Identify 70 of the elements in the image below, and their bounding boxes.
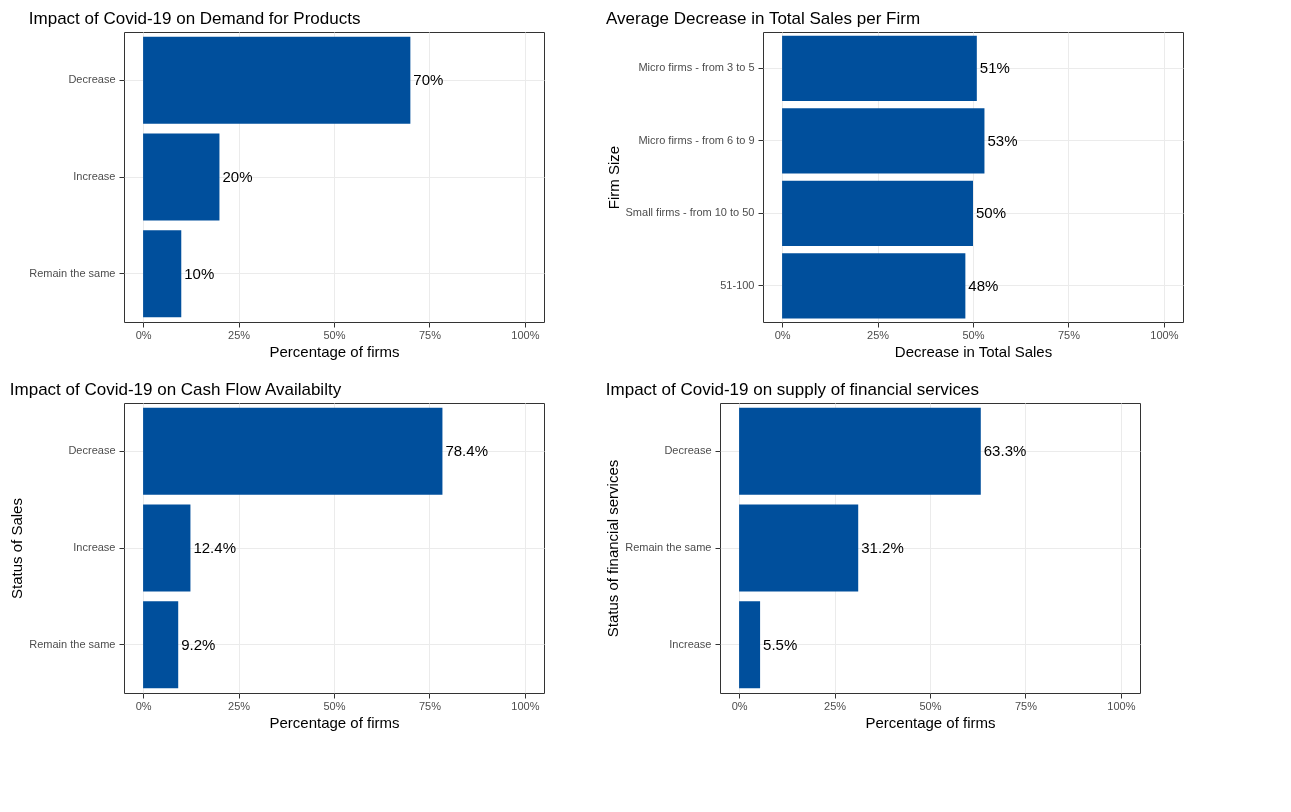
bar bbox=[782, 35, 977, 101]
y-tick-label: Small firms - from 10 to 50 bbox=[625, 206, 755, 219]
x-tick-label: 100% bbox=[511, 699, 540, 712]
bar bbox=[739, 601, 761, 689]
x-tick-label: 75% bbox=[1014, 699, 1038, 712]
data-label: 50% bbox=[976, 204, 1007, 222]
y-tick-label: Decrease bbox=[68, 444, 116, 457]
bar bbox=[739, 407, 981, 495]
x-tick-label: 25% bbox=[824, 699, 847, 712]
x-axis-title: Decrease in Total Sales bbox=[894, 342, 1053, 360]
bar bbox=[143, 133, 220, 221]
x-tick-label: 25% bbox=[228, 699, 251, 712]
x-tick-label: 50% bbox=[919, 699, 942, 712]
x-tick-label: 75% bbox=[418, 328, 442, 341]
data-label: 31.2% bbox=[861, 539, 904, 556]
y-tick-label: Decrease bbox=[664, 444, 712, 457]
y-tick-label: Increase bbox=[73, 541, 116, 553]
x-axis-title: Percentage of firms bbox=[865, 713, 996, 731]
y-axis-title: Status of Sales bbox=[8, 498, 26, 599]
bar bbox=[143, 36, 411, 124]
chart-title: Impact of Covid-19 on Demand for Products bbox=[28, 9, 361, 28]
y-tick-label: Remain the same bbox=[29, 637, 116, 650]
y-tick-label: Decrease bbox=[68, 73, 116, 86]
bar bbox=[782, 108, 985, 174]
data-label: 5.5% bbox=[763, 635, 798, 653]
x-tick-label: 25% bbox=[228, 328, 251, 341]
x-tick-label: 100% bbox=[511, 328, 540, 341]
bar bbox=[782, 180, 973, 246]
y-tick-label: Increase bbox=[73, 170, 116, 182]
x-tick-label: 100% bbox=[1107, 699, 1136, 712]
x-tick-label: 75% bbox=[1057, 328, 1081, 341]
data-label: 10% bbox=[184, 264, 215, 282]
bar bbox=[143, 230, 182, 318]
x-tick-label: 75% bbox=[418, 699, 442, 712]
data-label: 20% bbox=[222, 168, 253, 185]
bar bbox=[782, 253, 966, 319]
data-label: 53% bbox=[987, 131, 1018, 149]
y-tick-label: Remain the same bbox=[625, 541, 712, 553]
bar bbox=[143, 407, 443, 495]
chart-title: Average Decrease in Total Sales per Firm bbox=[606, 9, 921, 28]
x-axis-title: Percentage of firms bbox=[269, 342, 400, 360]
data-label: 9.2% bbox=[181, 635, 216, 653]
x-tick-label: 100% bbox=[1150, 328, 1179, 341]
x-tick-label: 50% bbox=[323, 699, 346, 712]
bar bbox=[739, 504, 859, 592]
data-label: 12.4% bbox=[193, 539, 236, 556]
y-tick-label: Increase bbox=[669, 637, 712, 650]
bar bbox=[143, 601, 179, 689]
data-label: 48% bbox=[968, 276, 999, 294]
x-tick-label: 0% bbox=[135, 699, 152, 712]
x-tick-label: 0% bbox=[774, 328, 791, 341]
y-tick-label: Micro firms - from 3 to 5 bbox=[638, 61, 755, 74]
data-label: 63.3% bbox=[983, 442, 1027, 460]
data-label: 78.4% bbox=[445, 442, 488, 460]
chart-title: Impact of Covid-19 on Cash Flow Availabilty bbox=[9, 380, 342, 399]
y-axis-title: Status of financial services bbox=[604, 459, 622, 638]
y-tick-label: 51-100 bbox=[720, 278, 755, 291]
bar bbox=[143, 504, 191, 592]
x-tick-label: 50% bbox=[962, 328, 985, 341]
x-tick-label: 0% bbox=[135, 328, 152, 341]
x-tick-label: 25% bbox=[867, 328, 890, 341]
y-axis-title: Firm Size bbox=[604, 145, 622, 210]
y-tick-label: Remain the same bbox=[29, 266, 116, 279]
x-tick-label: 0% bbox=[731, 699, 748, 712]
data-label: 70% bbox=[413, 71, 444, 89]
x-tick-label: 50% bbox=[323, 328, 346, 341]
x-axis-title: Percentage of firms bbox=[269, 713, 400, 731]
chart-title: Impact of Covid-19 on supply of financial services bbox=[605, 380, 980, 399]
y-tick-label: Micro firms - from 6 to 9 bbox=[638, 133, 755, 146]
data-label: 51% bbox=[979, 59, 1010, 77]
